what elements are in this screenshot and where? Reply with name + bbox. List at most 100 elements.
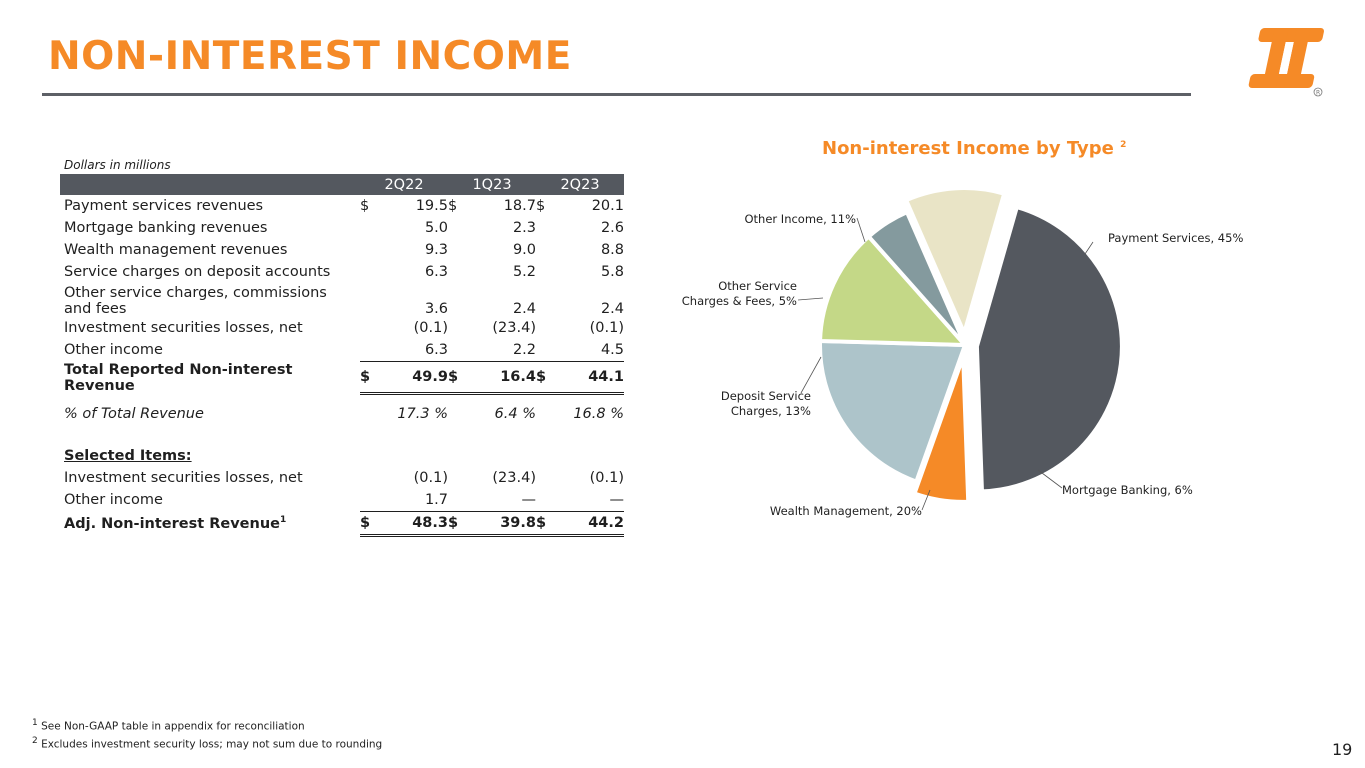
cell-value: 4.5: [600, 342, 624, 358]
row-label: Investment securities losses, net: [64, 470, 303, 486]
row-label: Other income: [64, 492, 163, 509]
units-note: Dollars in millions: [64, 158, 171, 172]
row-label: Mortgage banking revenues: [64, 220, 268, 236]
cell-value: (0.1): [589, 320, 624, 336]
cell-value: 16.4: [472, 361, 536, 395]
label-leader-line: [1084, 241, 1094, 255]
row-label: Other income: [64, 342, 163, 359]
financial-table: 2Q22 1Q23 2Q23 Payment services revenues…: [60, 174, 624, 537]
table-row: Wealth management revenues 9.3 9.0 8.8: [60, 239, 624, 261]
cell-value: 44.1: [560, 361, 624, 395]
pie-chart: Payment Services, 45% Mortgage Banking, 6…: [682, 186, 1243, 518]
row-label: Payment services revenues: [64, 198, 264, 214]
footnote: 2 Excludes investment security loss; may…: [32, 735, 383, 751]
cell-value: (0.1): [413, 470, 448, 486]
page-number: 19: [1332, 740, 1353, 759]
currency-symbol: $: [536, 511, 560, 537]
row-label: Other service charges, commissions and f…: [64, 285, 327, 317]
cell-value: 9.0: [512, 242, 536, 258]
cell-value: 5.8: [600, 264, 624, 280]
row-label: Service charges on deposit accounts: [64, 264, 331, 280]
cell-value: —: [609, 492, 625, 508]
slice-label: Other Income, 11%: [745, 212, 857, 226]
cell-value: 6.3: [424, 342, 448, 358]
cell-value: —: [521, 492, 537, 508]
label-leader-line: [856, 217, 866, 243]
cell-value: 5.0: [424, 220, 448, 236]
row-label: % of Total Revenue: [64, 406, 204, 422]
table-header-row: 2Q22 1Q23 2Q23: [60, 174, 624, 195]
currency-symbol: $: [360, 361, 384, 395]
cell-value: 44.2: [560, 511, 624, 537]
cell-value: 6.4 %: [494, 406, 536, 422]
pie-slice: [903, 186, 1007, 339]
cell-value: 49.9: [384, 361, 448, 395]
table-row: Mortgage banking revenues 5.0 2.3 2.6: [60, 217, 624, 239]
cell-value: 16.8 %: [573, 406, 624, 422]
pie-slice: [911, 356, 971, 504]
cell-value: 8.8: [600, 242, 624, 258]
footnote-ref: 1: [280, 515, 287, 526]
column-header: 1Q23: [448, 174, 536, 195]
table-row: Service charges on deposit accounts 6.3 …: [60, 261, 624, 283]
company-logo-icon: R: [1248, 28, 1324, 97]
currency-symbol: $: [448, 198, 458, 214]
pie-slice: [818, 338, 968, 485]
footnotes: 1 See Non-GAAP table in appendix for rec…: [32, 716, 382, 751]
slice-label: Mortgage Banking, 6%: [1062, 483, 1193, 497]
footnote-ref: 2: [1120, 140, 1127, 150]
pie-slice: [974, 204, 1124, 494]
slice-label: Payment Services, 45%: [1108, 231, 1243, 245]
cell-value: 48.3: [384, 511, 448, 537]
cell-value: (23.4): [492, 320, 536, 336]
table-row: Investment securities losses, net (0.1) …: [60, 317, 624, 339]
cell-value: 19.5: [415, 198, 448, 214]
cell-value: 1.7: [424, 492, 448, 508]
page-title: NON-INTEREST INCOME: [48, 34, 572, 79]
cell-value: (0.1): [413, 320, 448, 336]
column-header: 2Q22: [360, 174, 448, 195]
slice-label: Other Service Charges & Fees, 5%: [682, 279, 797, 308]
slice-label: Deposit Service Charges, 13%: [721, 389, 811, 418]
pie-slice: [818, 233, 970, 348]
table-row: Other service charges, commissions and f…: [60, 283, 624, 317]
table-row: Investment securities losses, net (0.1) …: [60, 467, 624, 489]
currency-symbol: $: [448, 511, 472, 537]
svg-text:R: R: [1316, 90, 1320, 97]
chart-title: Non-interest Income by Type 2: [822, 138, 1126, 159]
label-leader-line: [797, 297, 824, 301]
pie-slice: [865, 209, 967, 347]
title-divider: [42, 93, 1191, 96]
column-header: 2Q23: [536, 174, 624, 195]
cell-value: (23.4): [492, 470, 536, 486]
currency-symbol: $: [448, 361, 472, 395]
cell-value: 2.6: [600, 220, 624, 236]
row-label: Adj. Non-interest Revenue: [64, 515, 280, 532]
currency-symbol: $: [360, 511, 384, 537]
row-label: Total Reported Non-interest Revenue: [64, 361, 293, 394]
slice-label: Wealth Management, 20%: [770, 504, 922, 518]
selected-items-header: Selected Items:: [64, 448, 192, 464]
currency-symbol: $: [360, 198, 370, 214]
table-row: Payment services revenues $ 19.5 $ 18.7 …: [60, 195, 624, 217]
currency-symbol: $: [536, 361, 560, 395]
cell-value: 2.2: [512, 342, 536, 358]
table-row: Other income 1.7 — —: [60, 489, 624, 512]
footnote: 1 See Non-GAAP table in appendix for rec…: [32, 718, 305, 733]
row-label: Investment securities losses, net: [64, 320, 303, 336]
cell-value: 6.3: [424, 264, 448, 280]
section-header-row: Selected Items:: [60, 445, 624, 467]
cell-value: 3.6: [424, 301, 448, 317]
cell-value: 5.2: [512, 264, 536, 280]
cell-value: (0.1): [589, 470, 624, 486]
chart-title-text: Non-interest Income by Type: [822, 138, 1114, 159]
cell-value: 9.3: [424, 242, 448, 258]
adj-total-row: Adj. Non-interest Revenue1 $ 48.3 $ 39.8…: [60, 511, 624, 537]
total-row: Total Reported Non-interest Revenue $ 49…: [60, 361, 624, 395]
label-leader-line: [1037, 469, 1063, 489]
cell-value: 18.7: [503, 198, 536, 214]
label-leader-line: [921, 489, 931, 511]
cell-value: 20.1: [591, 198, 624, 214]
cell-value: 39.8: [472, 511, 536, 537]
cell-value: 2.4: [512, 301, 536, 317]
